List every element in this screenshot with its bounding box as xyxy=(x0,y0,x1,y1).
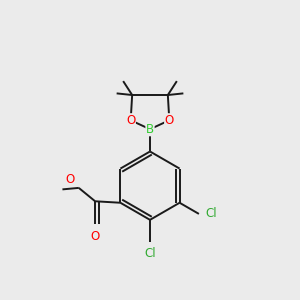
Text: Cl: Cl xyxy=(144,248,156,260)
Text: O: O xyxy=(65,173,74,186)
Text: B: B xyxy=(146,123,154,136)
Text: O: O xyxy=(126,114,135,127)
Text: O: O xyxy=(91,230,100,243)
Text: Cl: Cl xyxy=(206,207,217,220)
Text: O: O xyxy=(165,114,174,127)
